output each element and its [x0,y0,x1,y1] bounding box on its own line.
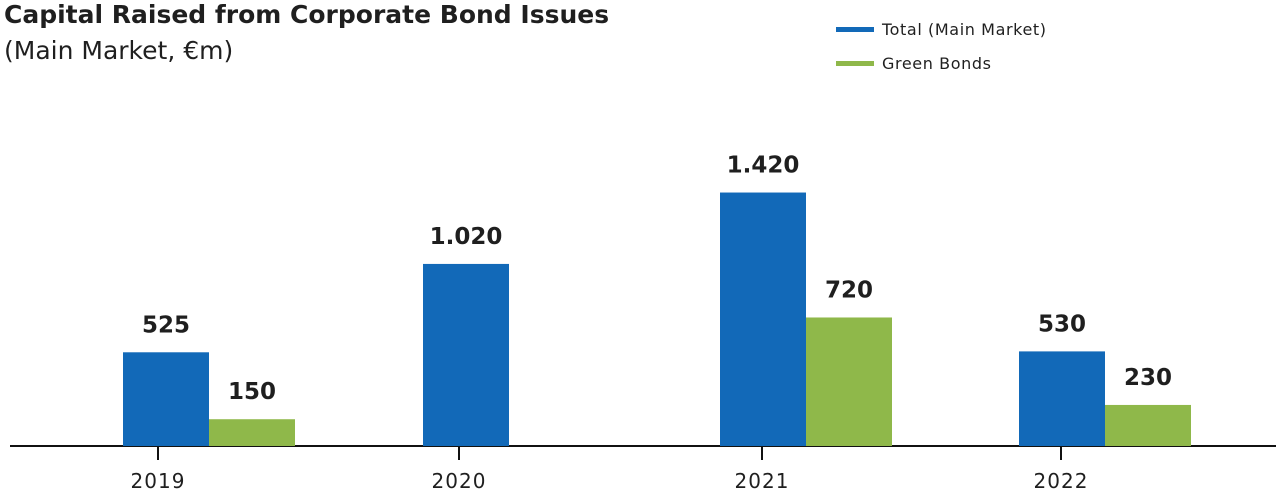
legend-item-total: Total (Main Market) [836,12,1047,46]
x-tick-label-2021: 2021 [735,469,790,493]
data-label-total-2020: 1.020 [430,224,503,250]
data-label-total-2019: 525 [142,312,190,338]
bar-green-bonds-2019 [209,419,295,446]
legend: Total (Main Market) Green Bonds [836,12,1047,80]
data-label-green-bonds-2019: 150 [228,379,276,405]
legend-swatch-green-bonds [836,60,874,66]
legend-label-green-bonds: Green Bonds [882,53,992,73]
data-label-total-2022: 530 [1038,311,1086,337]
bar-green-bonds-2021 [806,317,892,446]
bar-total-2019 [123,352,209,446]
bar-total-2022 [1019,351,1105,446]
bar-green-bonds-2022 [1105,404,1191,446]
data-label-green-bonds-2022: 230 [1124,365,1172,391]
legend-swatch-total [836,26,874,32]
x-tick-label-2022: 2022 [1034,469,1089,493]
data-label-green-bonds-2021: 720 [825,277,873,303]
x-tick-label-2019: 2019 [131,469,186,493]
data-label-total-2021: 1.420 [727,153,800,179]
x-tick-label-2020: 2020 [432,469,487,493]
chart-subtitle: (Main Market, €m) [4,36,234,65]
legend-item-green-bonds: Green Bonds [836,46,1047,80]
chart-title: Capital Raised from Corporate Bond Issue… [4,0,610,29]
legend-label-total: Total (Main Market) [882,19,1047,39]
bar-total-2020 [423,263,509,446]
bar-total-2021 [720,192,806,446]
